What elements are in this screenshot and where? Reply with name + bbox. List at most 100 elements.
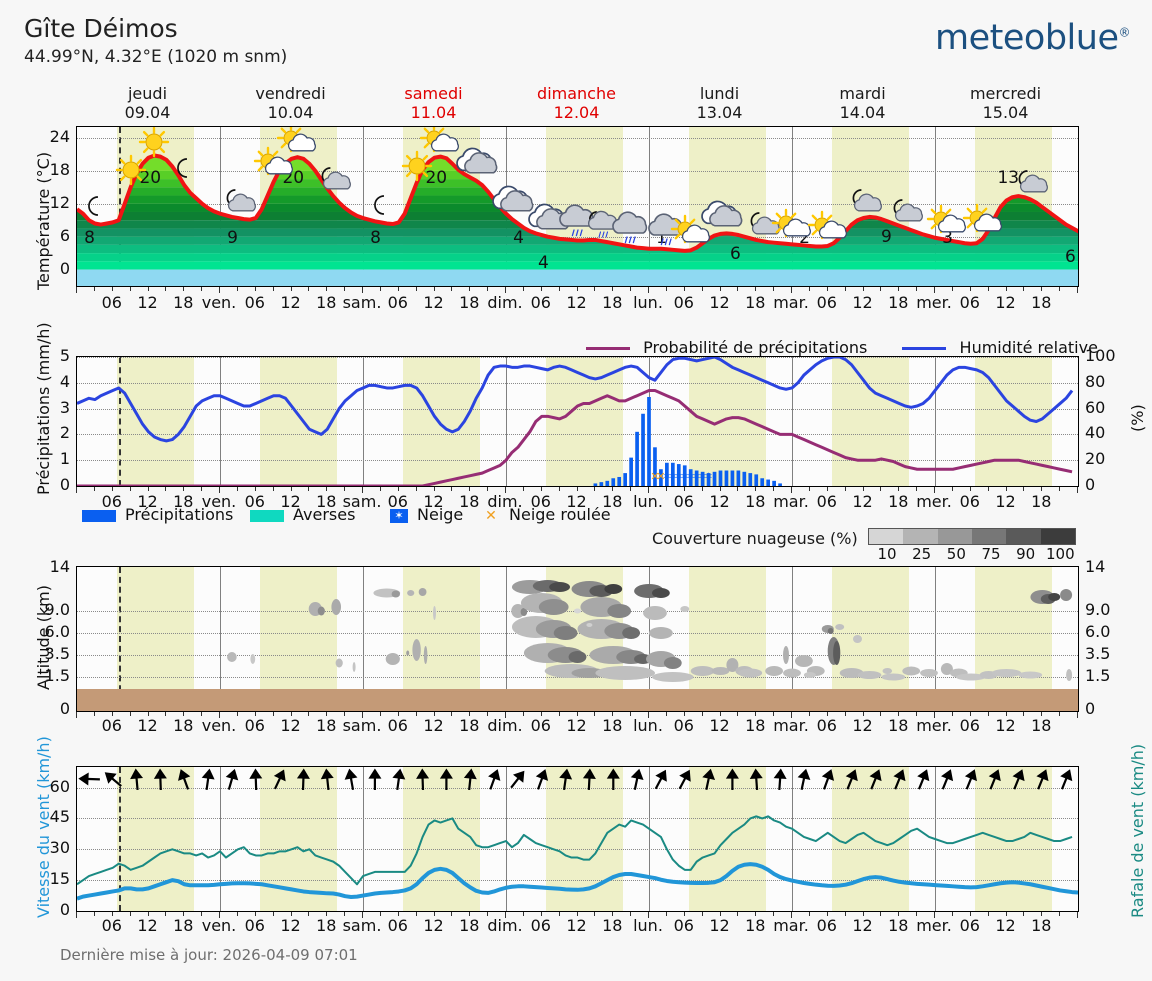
cloud-cell (604, 584, 623, 594)
x-tick (576, 712, 578, 716)
cloud-cell (803, 672, 816, 678)
x-tick (433, 712, 435, 716)
wind-direction-arrow (1058, 769, 1074, 790)
temperature-chart[interactable]: 20 20 20 13 8 9 8 4 1 2 3 4 6 9 6 (76, 126, 1079, 287)
x-tick (719, 912, 721, 916)
x-tick (111, 487, 113, 491)
wind-direction-arrow (393, 770, 405, 791)
current-time-line (119, 127, 122, 286)
x-tick (522, 487, 524, 491)
x-axis-label: 06 (101, 716, 122, 735)
snow-marker: ✶ (680, 470, 690, 483)
x-axis-label: 12 (995, 492, 1016, 511)
temperature-y-tick-label: 6 (59, 225, 70, 245)
moon-cloud-icon (220, 186, 256, 216)
x-axis-label: ven. (201, 916, 237, 935)
precipitation-bar (760, 478, 765, 486)
x-tick (1041, 287, 1043, 291)
precipitation-bar (730, 470, 735, 486)
x-tick (826, 487, 828, 491)
precipitation-bar (682, 465, 687, 486)
day-header-3: samedi 11.04 (362, 84, 505, 122)
temperature-min-label: 8 (370, 228, 381, 249)
x-tick (630, 712, 632, 716)
cloud-cover-chart[interactable] (76, 566, 1079, 712)
day-separator (935, 127, 936, 286)
x-tick (344, 712, 346, 716)
meteoblue-logo[interactable]: meteoblue® (935, 18, 1130, 58)
x-tick (254, 287, 256, 291)
x-tick (308, 487, 310, 491)
daylight-band (116, 357, 194, 486)
wind-direction-arrow (177, 769, 192, 790)
x-tick (880, 912, 882, 916)
x-tick (898, 712, 900, 716)
x-tick (183, 487, 185, 491)
x-axis-label: 18 (173, 716, 194, 735)
precipitation-bar (718, 470, 723, 486)
gridline (77, 408, 1078, 410)
cloud-cover-legend-ticks: 10 25 50 75 90 100 (868, 545, 1092, 563)
x-tick (916, 287, 918, 291)
x-tick (969, 487, 971, 491)
wind-direction-arrow (486, 769, 501, 790)
precipitation-chart[interactable]: ✕ ✕ ✶ ✶ ✶ ✶ ✶ ✶ ✶ ✶ (76, 356, 1079, 487)
precipitation-x-labels: 06 12 18 ven. 06 12 18 sam. 06 12 18 dim. 06 12 18 lun.… (76, 492, 1079, 512)
x-axis-label: sam. (342, 293, 382, 312)
cloud-cell (680, 606, 690, 612)
precipitation-bar (700, 471, 705, 486)
day-name: samedi (404, 84, 463, 103)
day-separator (363, 127, 364, 286)
x-tick (540, 712, 542, 716)
precipitation-day-night-bands (77, 357, 1078, 486)
precipitation-bar (653, 447, 657, 486)
cloud-cell (940, 663, 953, 675)
x-axis-label: 18 (1031, 716, 1052, 735)
cloud-cell (920, 669, 938, 677)
wind-chart[interactable] (76, 766, 1079, 912)
x-tick (1077, 712, 1078, 718)
wind-day-night-bands (77, 767, 1078, 911)
x-tick (773, 487, 775, 491)
precipitation-bar (617, 476, 622, 486)
x-tick (129, 287, 131, 291)
x-tick (290, 912, 292, 916)
temperature-weather-icons (77, 127, 1078, 286)
altitude-right-y-tick-label: 9.0 (1085, 600, 1111, 619)
snow-marker: ✶ (668, 470, 678, 483)
x-tick (773, 712, 775, 716)
x-tick (1041, 487, 1043, 491)
cloud-cover-color-bar (868, 528, 1076, 545)
cloud-icon (456, 147, 498, 179)
x-tick (969, 287, 971, 291)
day-header-6: mardi 14.04 (791, 84, 934, 122)
cloud-cell (839, 668, 864, 678)
cloud-legend-segment (971, 529, 1007, 544)
precipitation-bar (736, 470, 741, 486)
x-tick (898, 912, 900, 916)
x-axis-label: 06 (673, 716, 694, 735)
x-tick (433, 487, 435, 491)
x-tick (1059, 287, 1061, 291)
x-tick (934, 287, 935, 293)
altitude-y-tick-label: 6.0 (44, 622, 70, 641)
sun-cloud-icon (670, 215, 710, 248)
precipitation-y-tick-label: 4 (59, 371, 70, 391)
precipitation-bar (754, 474, 759, 486)
temperature-min-label: 9 (227, 228, 238, 249)
precipitation-bar (712, 471, 717, 486)
x-tick (165, 912, 167, 916)
x-tick (880, 287, 882, 291)
x-axis-label: 18 (888, 916, 909, 935)
x-axis-label: 06 (530, 492, 551, 511)
gridline (77, 787, 1078, 789)
x-axis-label: 18 (459, 716, 480, 735)
wind-direction-arrow (963, 769, 979, 790)
daylight-band (831, 767, 909, 911)
x-tick (558, 912, 560, 916)
current-time-line (119, 767, 122, 911)
day-separator (649, 767, 650, 911)
precipitation-bar (593, 483, 598, 486)
x-tick (737, 487, 739, 491)
wind-direction-arrow (322, 770, 333, 790)
